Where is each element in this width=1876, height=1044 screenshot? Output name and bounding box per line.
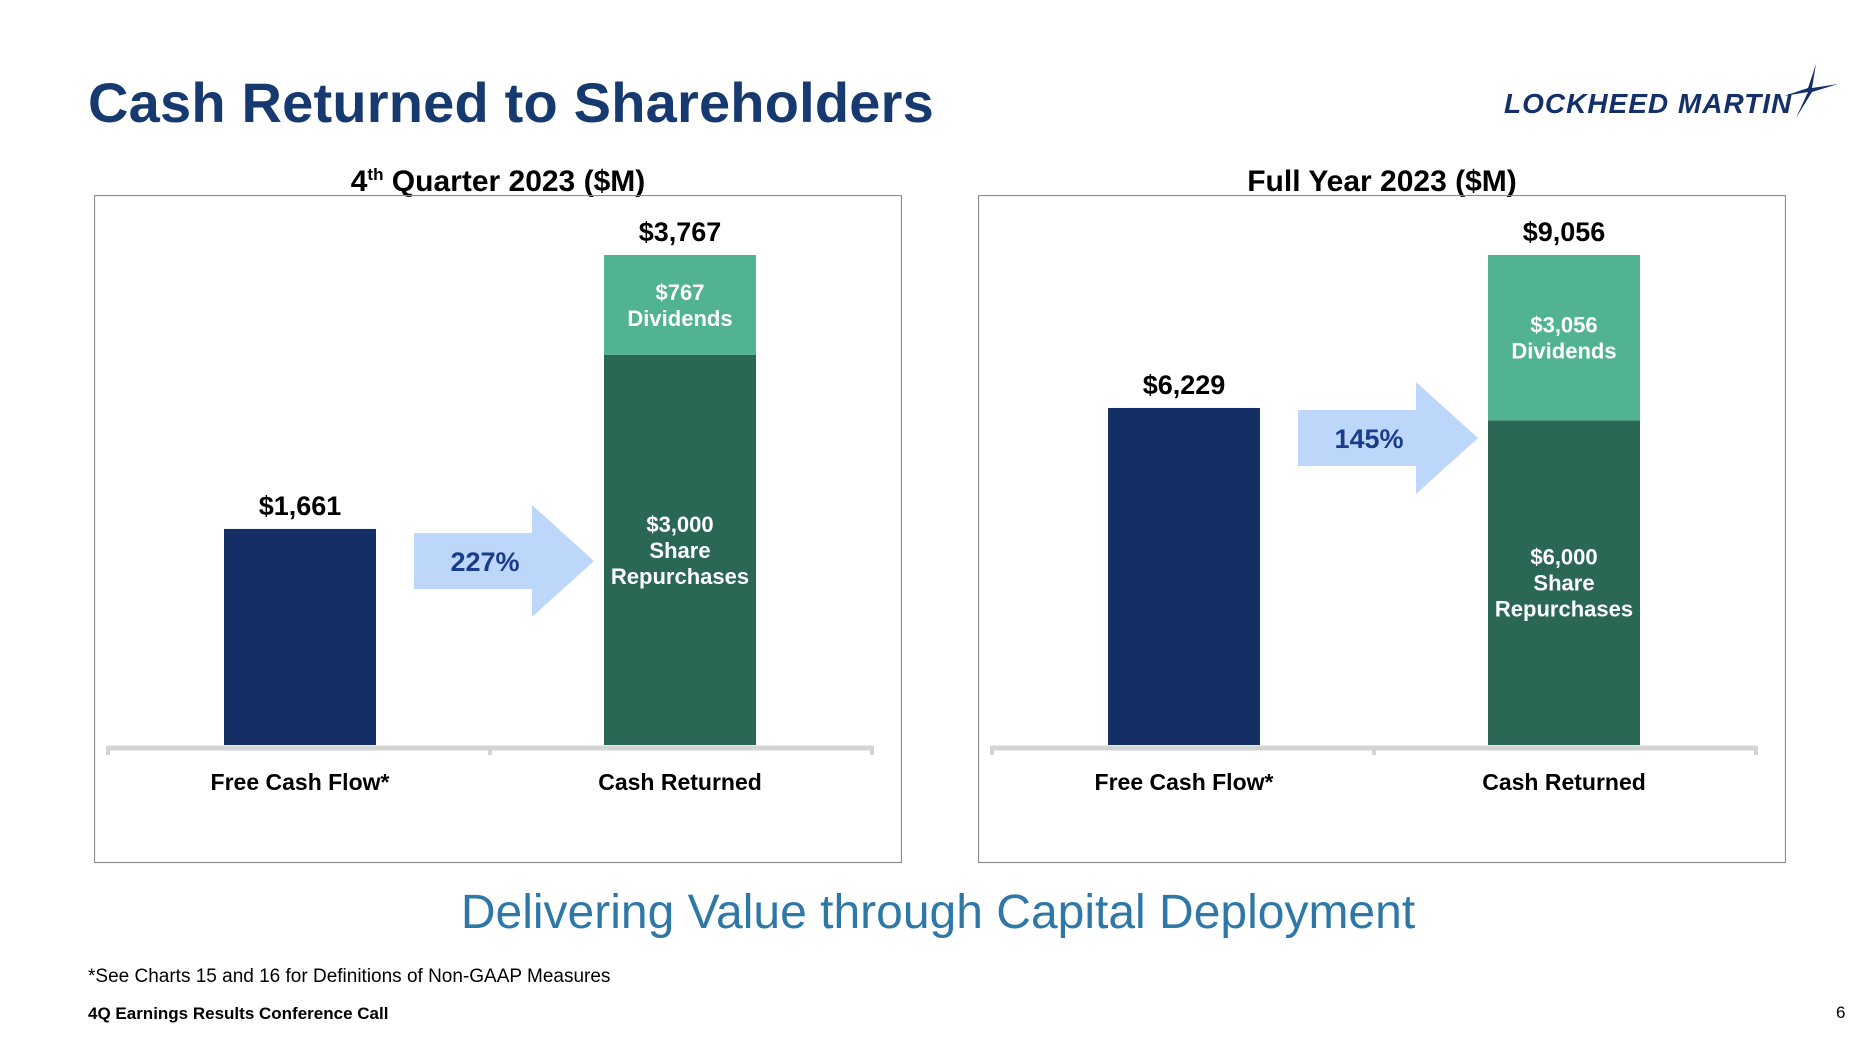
q4-chart: 4th Quarter 2023 ($M) $1,661 $3,000 Share R… [94,165,902,865]
q4-repurchases-segment [604,354,756,745]
fy-repurchases-segment [1488,420,1640,745]
fy-dividends-segment [1488,255,1640,421]
fy-dividends-label-line: $3,056 [1530,313,1597,338]
q4-repurchases-label: $3,000 Share Repurchases [611,512,749,589]
fy-repurchases-label: $6,000 Share Repurchases [1495,545,1633,622]
q4-category-label-cash-returned: Cash Returned [598,769,762,795]
fy-chart: Full Year 2023 ($M) $6,229 $6,000 Share Rep… [978,165,1786,865]
fy-growth-arrow-label: 145% [1334,424,1403,454]
fy-dividends-label-line: Dividends [1511,339,1616,364]
q4-chart-title-rest: Quarter 2023 ($M) [383,165,646,198]
slide-title: Cash Returned to Shareholders [88,71,934,134]
fy-total-value-label: $9,056 [1523,217,1606,247]
fy-category-label-fcf: Free Cash Flow* [1095,769,1274,795]
fy-dividends-label: $3,056 Dividends [1511,313,1616,364]
page-number: 6 [1836,1003,1846,1022]
q4-repurchases-label-line: Repurchases [611,564,749,589]
q4-dividends-label-line: $767 [656,280,705,305]
fy-chart-plot: $6,229 $6,000 Share Repurchases $3,056 Divide… [978,195,1786,864]
fy-chart-frame [978,195,1786,864]
q4-growth-arrow [414,504,594,617]
fy-fcf-bar [1108,407,1260,745]
q4-chart-title-sup: th [367,165,384,184]
q4-chart-title: 4th Quarter 2023 ($M) [94,165,902,199]
fy-repurchases-label-line: $6,000 [1530,545,1597,570]
fy-chart-title-main: Full Year 2023 ($M) [1247,165,1517,198]
fy-repurchases-label-line: Share [1533,571,1594,596]
q4-fcf-value-label: $1,661 [259,491,342,521]
fy-repurchases-label-line: Repurchases [1495,597,1633,622]
fy-growth-arrow [1298,381,1478,494]
fy-chart-title: Full Year 2023 ($M) [978,165,1786,199]
logo-text: LOCKHEED MARTIN [1504,88,1793,119]
q4-category-label-fcf: Free Cash Flow* [211,769,390,795]
q4-chart-title-main: 4 [350,165,368,198]
fy-category-label-cash-returned: Cash Returned [1482,769,1646,795]
q4-chart-frame [94,195,902,864]
q4-chart-plot: $1,661 $3,000 Share Repurchases $767 Dividend… [94,195,902,864]
q4-repurchases-label-line: $3,000 [646,512,713,537]
star-icon [1784,64,1838,118]
tagline: Delivering Value through Capital Deploym… [460,886,1416,939]
q4-repurchases-label-line: Share [649,538,710,563]
footer-event-name: 4Q Earnings Results Conference Call [88,1004,389,1023]
q4-total-value-label: $3,767 [639,217,722,247]
q4-dividends-label: $767 Dividends [627,280,732,331]
q4-dividends-label-line: Dividends [627,306,732,331]
q4-fcf-bar [224,528,376,745]
fy-fcf-value-label: $6,229 [1143,370,1226,400]
footnote: *See Charts 15 and 16 for Definitions of… [88,966,611,987]
q4-growth-arrow-label: 227% [450,547,519,577]
lockheed-martin-logo: LOCKHEED MARTIN [1500,62,1850,126]
q4-dividends-segment [604,255,756,355]
